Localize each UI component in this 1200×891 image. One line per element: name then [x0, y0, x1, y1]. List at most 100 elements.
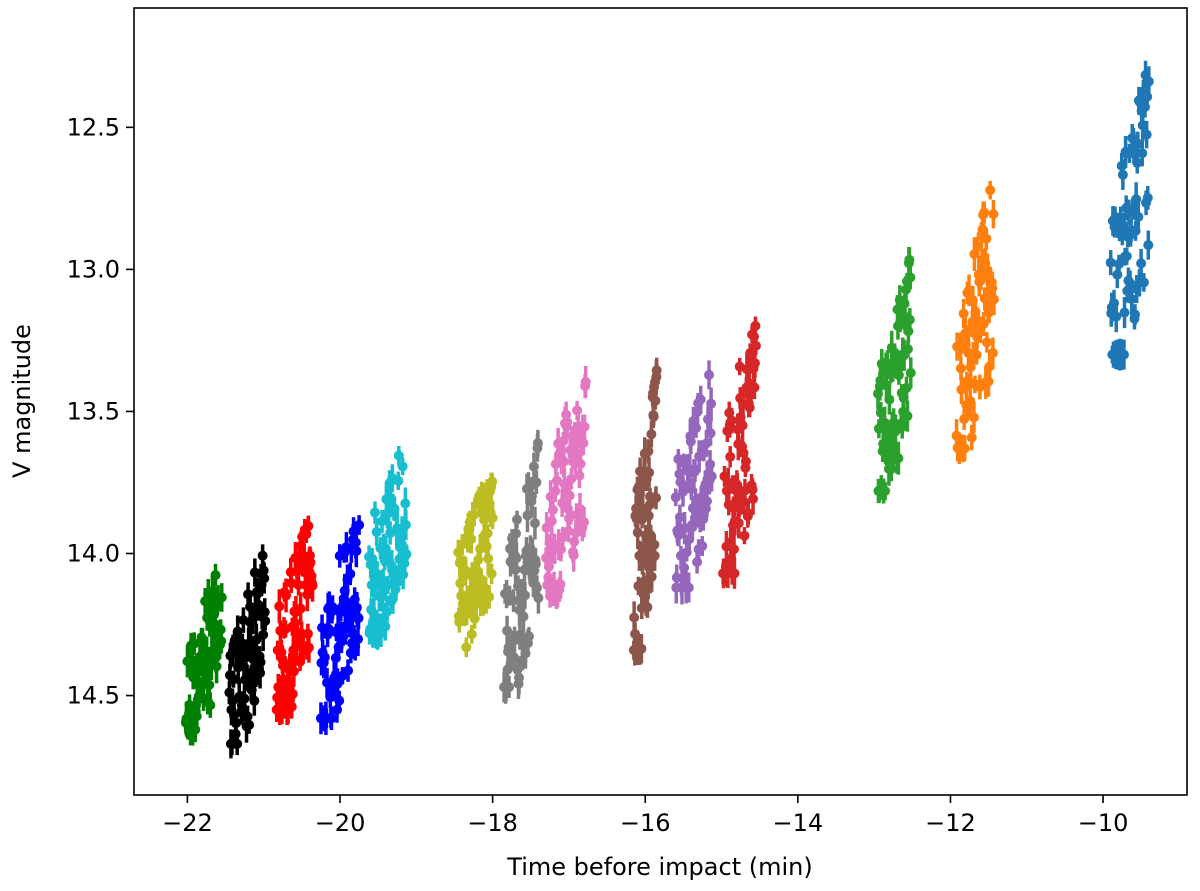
- series-1: [224, 544, 271, 759]
- data-point: [636, 643, 647, 654]
- data-point: [291, 566, 302, 577]
- data-point: [1130, 309, 1141, 320]
- data-point: [743, 508, 754, 519]
- data-point: [726, 415, 737, 426]
- data-point: [904, 314, 915, 325]
- data-point: [704, 369, 715, 380]
- y-tick-label: 12.5: [67, 113, 120, 141]
- data-point: [377, 516, 388, 527]
- data-point: [646, 571, 657, 582]
- data-point: [484, 591, 495, 602]
- data-point: [566, 473, 577, 484]
- x-tick-label: −22: [162, 809, 213, 837]
- data-point: [981, 233, 992, 244]
- data-point: [529, 518, 540, 529]
- data-point: [1143, 76, 1154, 87]
- data-point: [984, 307, 995, 318]
- data-point: [706, 398, 717, 409]
- data-point: [288, 666, 299, 677]
- data-point: [372, 568, 383, 579]
- data-point: [274, 601, 285, 612]
- data-point: [1111, 311, 1122, 322]
- data-point: [629, 612, 640, 623]
- data-point: [674, 512, 685, 523]
- y-tick-label: 13.5: [67, 397, 120, 425]
- x-axis-label: Time before impact (min): [506, 853, 812, 881]
- data-point: [902, 344, 913, 355]
- data-point: [487, 476, 498, 487]
- data-point: [1126, 294, 1137, 305]
- data-point: [650, 395, 661, 406]
- data-point: [466, 534, 477, 545]
- data-point: [287, 688, 298, 699]
- data-point: [393, 475, 404, 486]
- y-tick-label: 14.5: [67, 682, 120, 710]
- data-point: [519, 590, 530, 601]
- data-point: [905, 367, 916, 378]
- data-point: [958, 308, 969, 319]
- data-point: [482, 528, 493, 539]
- data-point: [508, 595, 519, 606]
- data-point: [904, 254, 915, 265]
- x-tick-label: −12: [925, 809, 976, 837]
- data-point: [454, 617, 465, 628]
- data-point: [1132, 157, 1143, 168]
- data-point: [558, 456, 569, 467]
- data-point: [382, 579, 393, 590]
- data-point: [988, 209, 999, 220]
- data-point: [469, 509, 480, 520]
- data-point: [687, 522, 698, 533]
- data-point: [732, 480, 743, 491]
- data-point: [879, 417, 890, 428]
- data-point: [400, 498, 411, 509]
- data-point: [334, 695, 345, 706]
- data-point: [353, 613, 364, 624]
- data-point: [1133, 211, 1144, 222]
- data-point: [563, 526, 574, 537]
- data-point: [670, 492, 681, 503]
- data-point: [511, 553, 522, 564]
- data-point: [705, 428, 716, 439]
- data-point: [739, 530, 750, 541]
- data-point: [511, 528, 522, 539]
- data-point: [232, 738, 243, 749]
- data-point: [295, 603, 306, 614]
- data-point: [255, 667, 266, 678]
- data-point: [750, 340, 761, 351]
- data-point: [239, 693, 250, 704]
- data-point: [966, 432, 977, 443]
- data-point: [985, 185, 996, 196]
- data-point: [369, 507, 380, 518]
- data-point: [400, 519, 411, 530]
- data-point: [1136, 258, 1147, 269]
- data-point: [737, 420, 748, 431]
- data-point: [968, 412, 979, 423]
- y-tick-label: 14.0: [67, 540, 120, 568]
- data-point: [685, 436, 696, 447]
- data-point: [643, 446, 654, 457]
- data-point: [695, 394, 706, 405]
- data-point: [466, 629, 477, 640]
- data-point: [557, 532, 568, 543]
- data-point: [354, 520, 365, 531]
- data-point: [987, 348, 998, 359]
- y-tick-label: 13.0: [67, 255, 120, 283]
- data-point: [580, 376, 591, 387]
- data-point: [975, 275, 986, 286]
- data-point: [551, 475, 562, 486]
- data-point: [575, 458, 586, 469]
- data-point: [345, 568, 356, 579]
- data-point: [326, 713, 337, 724]
- data-point: [956, 384, 967, 395]
- data-point: [531, 477, 542, 488]
- data-point: [518, 611, 529, 622]
- data-point: [729, 544, 740, 555]
- data-point: [749, 358, 760, 369]
- data-point: [244, 719, 255, 730]
- plot-frame: [133, 7, 1188, 796]
- data-point: [332, 678, 343, 689]
- data-point: [697, 541, 708, 552]
- y-axis-ticks: 12.5 13.0 13.5 14.0 14.5: [67, 113, 134, 710]
- data-point: [483, 553, 494, 564]
